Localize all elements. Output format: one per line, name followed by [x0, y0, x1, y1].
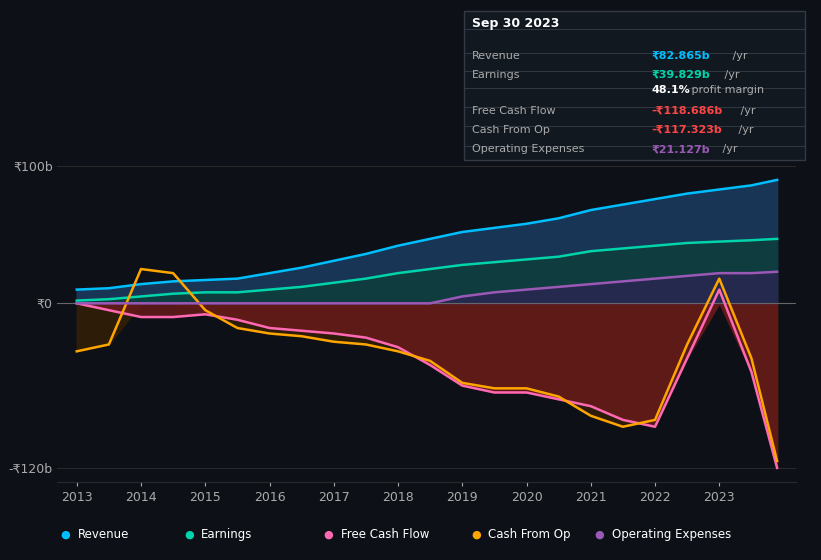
- Text: ●: ●: [323, 530, 333, 540]
- Text: ●: ●: [471, 530, 481, 540]
- Text: ₹39.829b: ₹39.829b: [651, 70, 710, 80]
- Text: Sep 30 2023: Sep 30 2023: [472, 17, 559, 30]
- Text: 48.1%: 48.1%: [651, 85, 690, 95]
- Text: -₹118.686b: -₹118.686b: [651, 106, 722, 115]
- Text: Operating Expenses: Operating Expenses: [612, 528, 731, 542]
- Text: Operating Expenses: Operating Expenses: [472, 144, 585, 154]
- Text: ●: ●: [594, 530, 604, 540]
- Text: Revenue: Revenue: [472, 51, 521, 60]
- Text: Free Cash Flow: Free Cash Flow: [341, 528, 429, 542]
- Text: ●: ●: [61, 530, 71, 540]
- Text: /yr: /yr: [718, 144, 737, 154]
- Text: -₹117.323b: -₹117.323b: [651, 125, 722, 135]
- Text: ₹21.127b: ₹21.127b: [651, 144, 710, 154]
- Text: Free Cash Flow: Free Cash Flow: [472, 106, 556, 115]
- Text: Cash From Op: Cash From Op: [488, 528, 571, 542]
- Text: Earnings: Earnings: [472, 70, 521, 80]
- Text: /yr: /yr: [721, 70, 740, 80]
- Text: Revenue: Revenue: [78, 528, 130, 542]
- Text: profit margin: profit margin: [688, 85, 764, 95]
- Text: ₹82.865b: ₹82.865b: [651, 51, 710, 60]
- Text: Cash From Op: Cash From Op: [472, 125, 550, 135]
- Text: Earnings: Earnings: [201, 528, 253, 542]
- Text: /yr: /yr: [729, 51, 748, 60]
- Text: /yr: /yr: [737, 106, 756, 115]
- Text: /yr: /yr: [735, 125, 754, 135]
- Text: ●: ●: [184, 530, 194, 540]
